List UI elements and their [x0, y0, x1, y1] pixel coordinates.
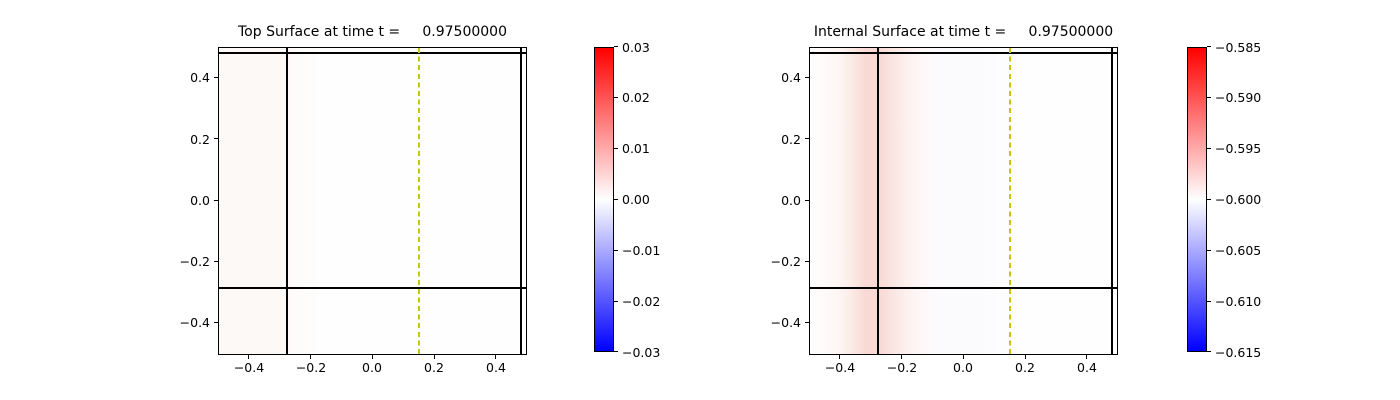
colorbar-tick-label: −0.615	[1215, 345, 1262, 360]
colorbar-tick	[614, 97, 618, 99]
x-tick-label: −0.2	[886, 360, 918, 375]
internal-surface-heatmap-field	[810, 48, 1117, 354]
colorbar-tick	[614, 199, 618, 201]
top-surface-yellow-dashed-line	[418, 48, 420, 354]
colorbar-tick	[1207, 199, 1211, 201]
x-tick-label: 0.2	[424, 360, 444, 375]
colorbar-tick-label: 0.01	[622, 141, 650, 156]
x-tick	[901, 355, 903, 359]
colorbar-tick-label: −0.585	[1215, 40, 1262, 55]
y-tick-label: −0.4	[770, 315, 801, 330]
top-surface-title: Top Surface at time t = 0.97500000	[238, 24, 507, 40]
x-tick-label: 0.0	[953, 360, 973, 375]
colorbar-tick	[614, 301, 618, 303]
internal-surface-title: Internal Surface at time t = 0.97500000	[813, 24, 1114, 40]
colorbar-tick	[1207, 301, 1211, 303]
colorbar-tick	[614, 250, 618, 252]
y-tick	[805, 261, 809, 263]
x-tick-label: −0.4	[233, 360, 265, 375]
x-tick	[495, 355, 497, 359]
colorbar-tick	[1207, 46, 1211, 48]
x-tick	[372, 355, 374, 359]
y-tick	[805, 322, 809, 324]
colorbar-tick-label: −0.605	[1215, 243, 1262, 258]
y-tick-label: 0.2	[781, 132, 801, 147]
colorbar-tick	[614, 46, 618, 48]
colorbar-tick-label: 0.03	[622, 40, 650, 55]
y-tick	[214, 77, 218, 79]
top-surface-vline-left	[286, 48, 288, 354]
top-surface-colorbar	[594, 47, 614, 352]
y-tick	[805, 200, 809, 202]
colorbar-tick-label: −0.590	[1215, 90, 1262, 105]
internal-surface-hline-upper	[810, 52, 1117, 54]
x-tick-label: −0.2	[295, 360, 327, 375]
y-tick-label: 0.2	[190, 132, 210, 147]
internal-surface-vline-left	[877, 48, 879, 354]
y-tick-label: −0.2	[770, 254, 801, 269]
internal-surface-yellow-dashed-line	[1009, 48, 1011, 354]
top-surface-heatmap-field	[219, 48, 526, 354]
colorbar-tick-label: 0.00	[622, 192, 650, 207]
x-tick	[1086, 355, 1088, 359]
colorbar-tick-label: 0.02	[622, 90, 650, 105]
x-tick-label: 0.2	[1015, 360, 1035, 375]
x-tick-label: 0.4	[1077, 360, 1097, 375]
y-tick	[214, 200, 218, 202]
x-tick	[310, 355, 312, 359]
colorbar-tick	[1207, 148, 1211, 150]
colorbar-tick	[1207, 351, 1211, 353]
colorbar-tick-label: −0.01	[622, 243, 661, 258]
x-tick-label: 0.0	[362, 360, 382, 375]
internal-surface-vline-right	[1111, 48, 1113, 354]
y-tick	[214, 322, 218, 324]
colorbar-tick-label: −0.595	[1215, 141, 1262, 156]
y-tick	[214, 138, 218, 140]
colorbar-tick	[614, 148, 618, 150]
internal-surface-colorbar	[1187, 47, 1207, 352]
internal-surface-plot-area	[809, 47, 1118, 355]
top-surface-hline-upper	[219, 52, 526, 54]
internal-surface-hline-lower	[810, 287, 1117, 289]
y-tick-label: 0.4	[781, 70, 801, 85]
top-surface-hline-lower	[219, 287, 526, 289]
y-tick-label: −0.2	[179, 254, 210, 269]
y-tick	[805, 138, 809, 140]
colorbar-tick	[614, 351, 618, 353]
x-tick	[1025, 355, 1027, 359]
y-tick-label: −0.4	[179, 315, 210, 330]
y-tick-label: 0.0	[781, 193, 801, 208]
y-tick	[214, 261, 218, 263]
x-tick	[839, 355, 841, 359]
y-tick-label: 0.4	[190, 70, 210, 85]
colorbar-tick-label: −0.03	[622, 345, 661, 360]
colorbar-tick-label: −0.600	[1215, 192, 1262, 207]
top-surface-plot-area	[218, 47, 527, 355]
top-surface-vline-right	[520, 48, 522, 354]
colorbar-tick	[1207, 97, 1211, 99]
x-tick-label: −0.4	[824, 360, 856, 375]
colorbar-tick-label: −0.610	[1215, 294, 1262, 309]
x-tick	[248, 355, 250, 359]
y-tick	[805, 77, 809, 79]
colorbar-tick	[1207, 250, 1211, 252]
colorbar-tick-label: −0.02	[622, 294, 661, 309]
x-tick	[963, 355, 965, 359]
x-tick-label: 0.4	[486, 360, 506, 375]
y-tick-label: 0.0	[190, 193, 210, 208]
x-tick	[434, 355, 436, 359]
